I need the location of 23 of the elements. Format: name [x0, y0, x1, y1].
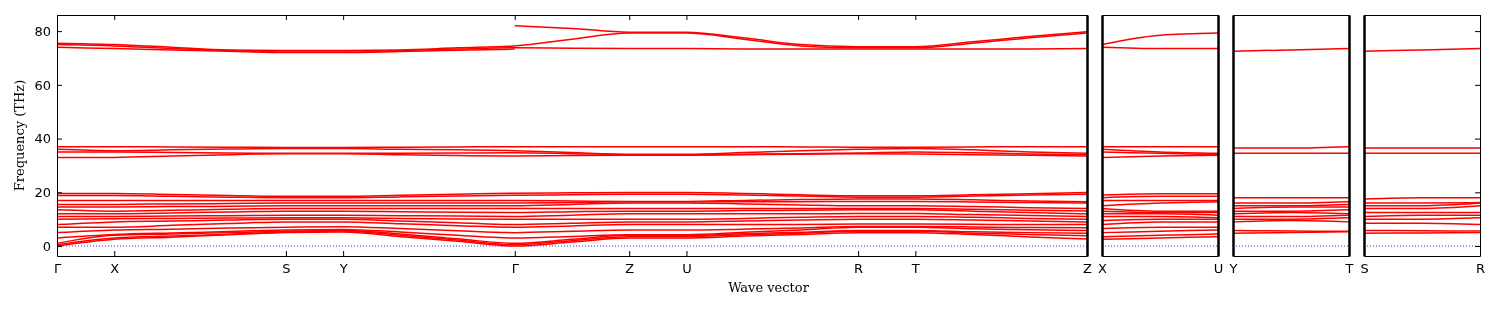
y-tick-label: 80	[34, 23, 51, 39]
x-tick-label: Z	[1083, 261, 1093, 277]
x-tick-label: X	[1098, 261, 1108, 277]
y-tick-label: 0	[42, 238, 51, 254]
x-tick-label: T	[1344, 261, 1354, 277]
x-axis-title: Wave vector	[728, 280, 810, 295]
x-tick-label: X	[110, 261, 120, 277]
x-tick-label: R	[1475, 261, 1486, 277]
x-tick-label: Y	[1228, 261, 1238, 277]
x-tick-label: Z	[625, 261, 635, 277]
x-tick-label: U	[682, 261, 692, 277]
y-tick-label: 60	[34, 77, 51, 93]
y-tick-label: 40	[34, 131, 51, 147]
x-tick-label: U	[1213, 261, 1224, 277]
y-tick-label: 20	[34, 184, 51, 200]
x-tick-label: R	[854, 261, 864, 277]
x-tick-label: Γ	[511, 261, 520, 277]
x-tick-label: S	[1360, 261, 1369, 277]
x-tick-label: T	[910, 261, 920, 277]
x-tick-label: Γ	[53, 261, 62, 277]
x-tick-label: Y	[338, 261, 348, 277]
y-axis-title: Frequency (THz)	[12, 79, 27, 192]
x-tick-label: S	[282, 261, 291, 277]
